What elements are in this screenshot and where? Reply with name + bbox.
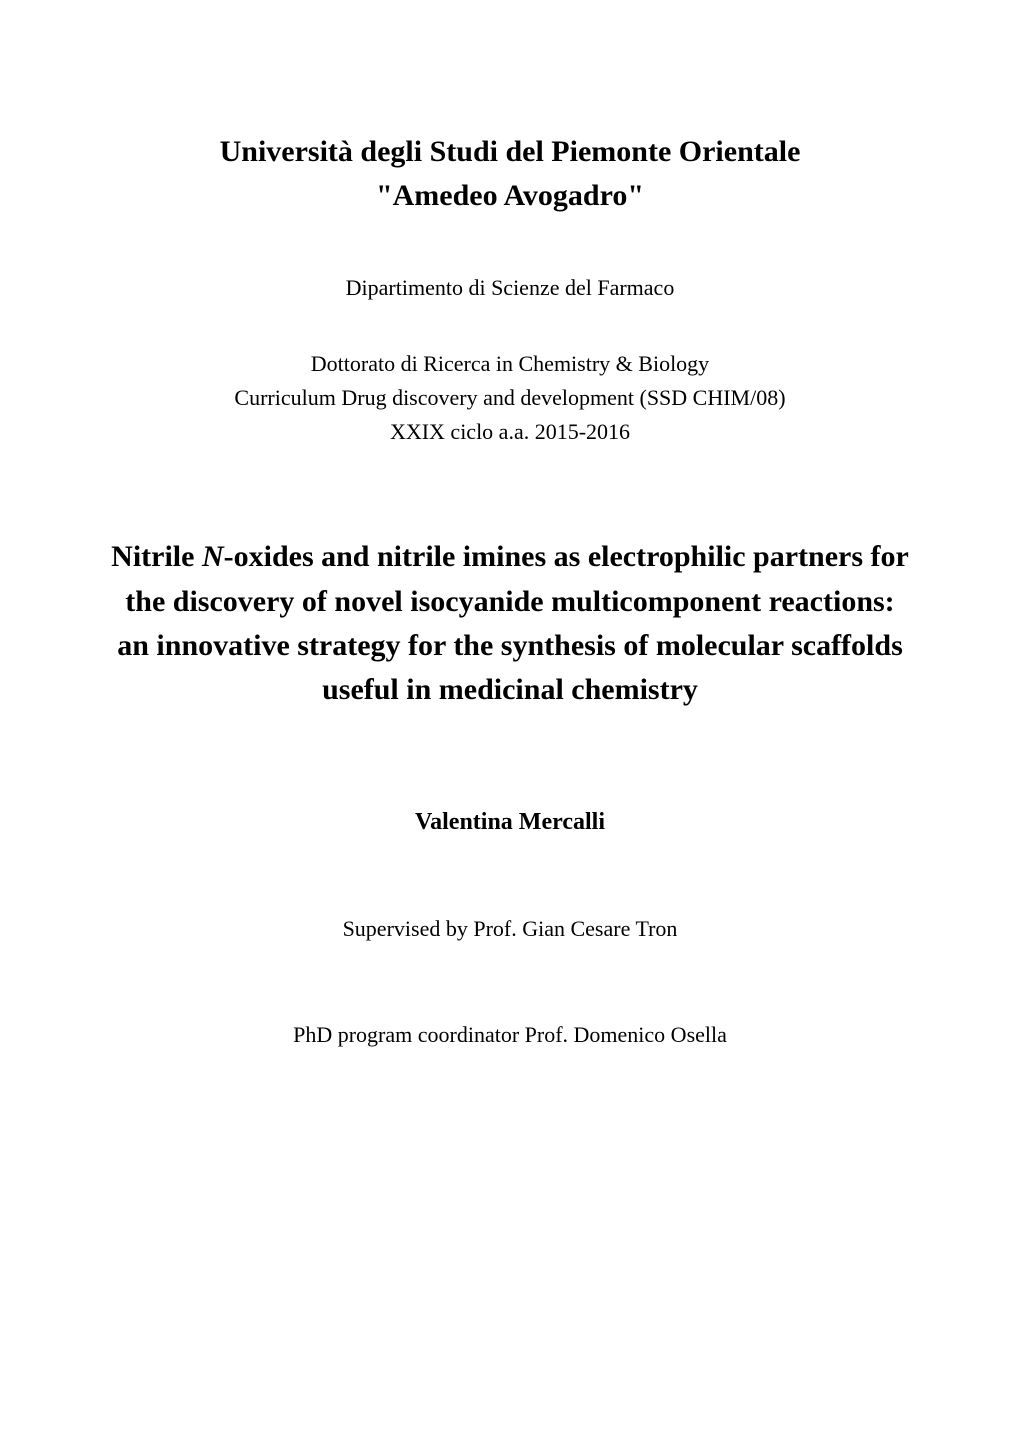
- thesis-title-part3: -oxides and nitrile imines as electrophi…: [117, 540, 909, 706]
- author-name: Valentina Mercalli: [106, 809, 914, 836]
- thesis-title: Nitrile N-oxides and nitrile imines as e…: [106, 535, 914, 713]
- phd-program-line1: Dottorato di Ricerca in Chemistry & Biol…: [106, 347, 914, 381]
- university-name-line1: Università degli Studi del Piemonte Orie…: [106, 130, 914, 174]
- phd-program-line2: Curriculum Drug discovery and developmen…: [106, 381, 914, 415]
- phd-program-line3: XXIX ciclo a.a. 2015-2016: [106, 415, 914, 449]
- department-name: Dipartimento di Scienze del Farmaco: [106, 275, 914, 301]
- university-name: Università degli Studi del Piemonte Orie…: [106, 130, 914, 217]
- phd-program: Dottorato di Ricerca in Chemistry & Biol…: [106, 347, 914, 449]
- university-name-line2: "Amedeo Avogadro": [106, 174, 914, 218]
- coordinator-line: PhD program coordinator Prof. Domenico O…: [106, 1022, 914, 1048]
- supervisor-line: Supervised by Prof. Gian Cesare Tron: [106, 916, 914, 942]
- thesis-title-italic-n: N: [202, 540, 224, 573]
- thesis-title-part1: Nitrile: [111, 540, 202, 573]
